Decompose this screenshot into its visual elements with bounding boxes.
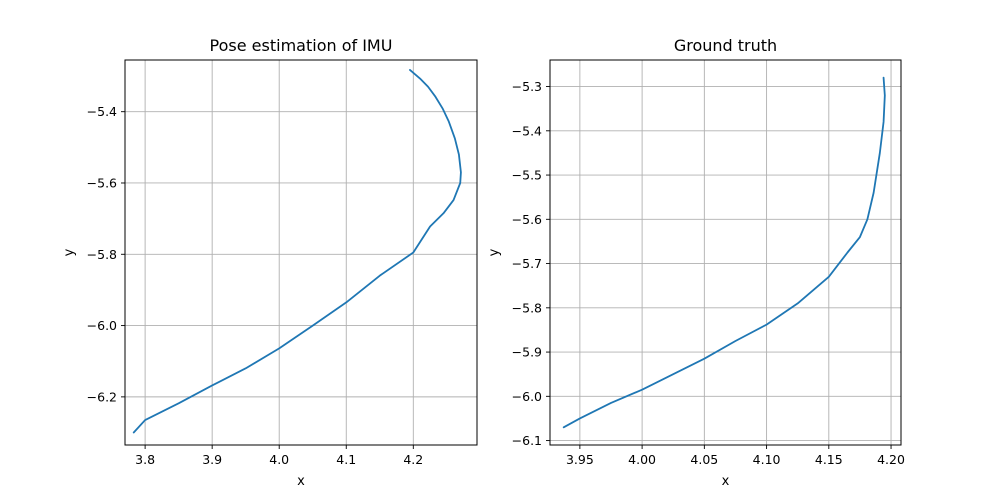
y-tick-label: −5.7 (512, 256, 542, 271)
chart-title: Ground truth (674, 36, 777, 55)
x-tick-label: 4.0 (269, 452, 289, 467)
x-tick-label: 4.05 (690, 452, 718, 467)
x-tick-label: 4.15 (815, 452, 843, 467)
x-tick-label: 3.9 (202, 452, 222, 467)
x-tick-label: 3.95 (566, 452, 594, 467)
y-tick-label: −5.5 (512, 168, 542, 183)
x-tick-label: 4.20 (877, 452, 905, 467)
y-tick-label: −6.2 (87, 389, 117, 404)
y-tick-label: −5.8 (87, 247, 117, 262)
y-axis-label: y (487, 248, 502, 256)
y-tick-label: −6.0 (87, 318, 117, 333)
chart-pose-estimation: 3.8 3.9 4.0 4.1 4.2 −6.2 −6.0 −5.8 −5.6 −5.4 Pose … (62, 36, 478, 489)
x-axis-label: x (722, 474, 730, 489)
y-tick-label: −5.4 (512, 123, 542, 138)
y-tick-label: −5.4 (87, 104, 117, 119)
plot-frame (549, 59, 902, 446)
x-tick-label: 4.10 (753, 452, 781, 467)
y-tick-label: −5.6 (87, 175, 117, 190)
series-line (132, 69, 462, 434)
y-tick-label: −5.6 (512, 212, 542, 227)
x-tick-label: 4.00 (628, 452, 656, 467)
y-tick-label: −6.1 (512, 433, 542, 448)
y-tick-label: −6.0 (512, 389, 542, 404)
series-line (562, 76, 886, 429)
y-tick-label: −5.8 (512, 300, 542, 315)
x-tick-label: 4.1 (336, 452, 356, 467)
x-tick-label: 3.8 (135, 452, 155, 467)
y-tick-label: −5.9 (512, 345, 542, 360)
plot-frame (124, 59, 478, 446)
y-tick-label: −5.3 (512, 79, 542, 94)
y-axis-label: y (62, 248, 77, 256)
x-tick-label: 4.2 (403, 452, 423, 467)
chart-ground-truth: 3.95 4.00 4.05 4.10 4.15 4.20 −6.1 −6.0 −5.9 −5.8… (487, 36, 905, 489)
chart-title: Pose estimation of IMU (210, 36, 393, 55)
x-axis-label: x (297, 474, 305, 489)
